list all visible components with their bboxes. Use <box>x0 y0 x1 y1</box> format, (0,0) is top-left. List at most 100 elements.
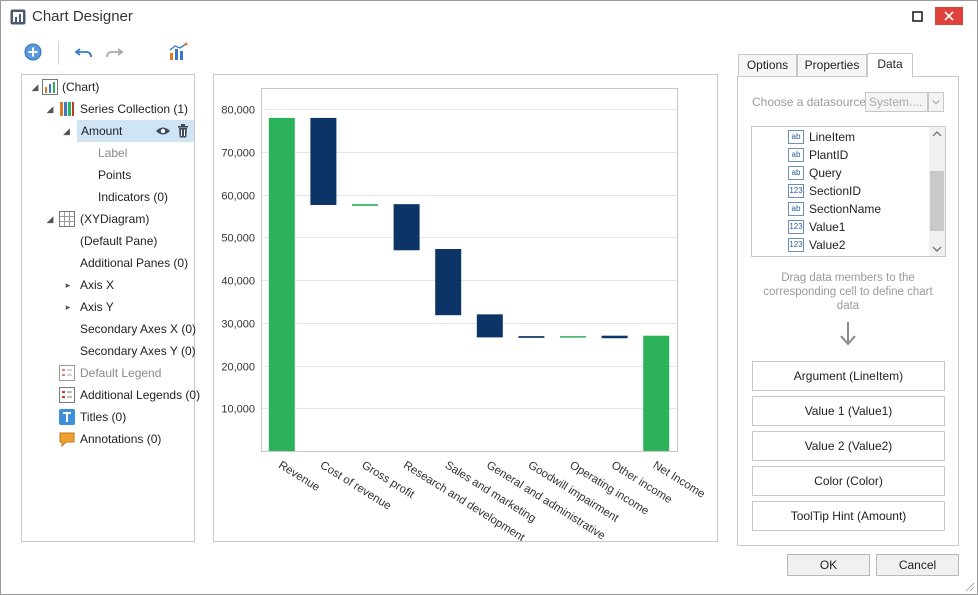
tree-item-label: (Chart) <box>62 80 100 94</box>
collapse-arrow-icon[interactable]: ◢ <box>31 82 39 92</box>
close-icon[interactable] <box>935 7 963 25</box>
tree-item-label: Axis X <box>80 278 115 292</box>
add-icon[interactable] <box>22 41 44 63</box>
waterfall-bar <box>352 204 378 206</box>
field-list-scrollbar[interactable] <box>929 127 945 256</box>
tree-item-label: Points <box>98 168 132 182</box>
waterfall-bar <box>560 336 586 338</box>
data-tab-panel: Choose a datasource: System.... ab LineIt… <box>737 76 959 546</box>
waterfall-chart: 10,000 20,000 30,000 40,000 50,000 60,000 70,0… <box>221 88 707 541</box>
datasource-select[interactable]: System.... <box>865 92 928 112</box>
tree-item-label: Default Legend <box>80 366 162 380</box>
tree-item-label: (XYDiagram) <box>80 212 150 226</box>
tree-item-additional-legends[interactable]: Additional Legends (0) <box>22 384 200 406</box>
value1-mapping-cell[interactable]: Value 1 (Value1) <box>752 396 945 426</box>
tree-item-secondary-axes-y[interactable]: Secondary Axes Y (0) <box>22 340 196 362</box>
chart-element-tree[interactable]: ◢ (Chart) ◢ Series Collection (1) Amount <box>21 74 200 542</box>
visibility-eye-icon[interactable] <box>155 125 171 137</box>
datasource-label: Choose a datasource: <box>752 95 870 109</box>
y-tick-label: 50,000 <box>221 233 255 245</box>
chart-preview[interactable]: 10,000 20,000 30,000 40,000 50,000 60,000 70,0… <box>213 74 718 542</box>
chart-wizard-icon[interactable] <box>167 41 189 63</box>
tree-item-additional-panes[interactable]: Additional Panes (0) <box>22 252 194 274</box>
field-name: LineItem <box>809 130 856 144</box>
waterfall-bar <box>310 117 337 206</box>
tree-item-indicators[interactable]: Indicators (0) <box>22 186 194 208</box>
legend-icon <box>59 387 75 403</box>
y-tick-label: 20,000 <box>221 362 255 374</box>
tab-properties[interactable]: Properties <box>797 54 867 77</box>
color-mapping-cell[interactable]: Color (Color) <box>752 466 945 496</box>
collapse-arrow-icon[interactable]: ◢ <box>46 104 54 114</box>
string-field-icon: ab <box>788 202 804 216</box>
tree-item-axis-y[interactable]: ▸ Axis Y <box>22 296 194 318</box>
plot-area <box>261 88 678 452</box>
tree-item-annotations[interactable]: Annotations (0) <box>22 428 194 450</box>
tree-item-label: Axis Y <box>80 300 114 314</box>
tree-item-default-pane[interactable]: (Default Pane) <box>22 230 194 252</box>
tree-item-label: Secondary Axes X (0) <box>80 322 197 336</box>
redo-icon[interactable] <box>103 41 125 63</box>
tab-data[interactable]: Data <box>867 53 913 78</box>
scrollbar-thumb[interactable] <box>930 171 944 231</box>
tab-options[interactable]: Options <box>738 54 797 77</box>
x-tick-label: Cost of revenue <box>318 459 393 512</box>
field-name: Query <box>809 166 842 180</box>
field-name: Value1 <box>809 220 846 234</box>
tree-item-label: Label <box>98 146 128 160</box>
delete-trash-icon[interactable] <box>177 124 189 138</box>
tree-item-amount[interactable]: Amount <box>77 120 194 142</box>
field-name: SectionName <box>809 202 882 216</box>
diagram-grid-icon <box>59 211 75 227</box>
annotation-icon <box>59 432 75 447</box>
tree-item-titles[interactable]: Titles (0) <box>22 406 194 428</box>
value2-mapping-cell[interactable]: Value 2 (Value2) <box>752 431 945 461</box>
series-collection-icon <box>60 102 74 116</box>
y-tick-label: 60,000 <box>221 191 255 203</box>
tree-item-xydiagram[interactable]: ◢ (XYDiagram) <box>22 208 194 230</box>
tree-item-label: Secondary Axes Y (0) <box>80 344 196 358</box>
datasource-field-list[interactable]: ab LineItem ab PlantID ab Query 123 SectionI… <box>751 126 946 257</box>
collapse-arrow-icon[interactable]: ◢ <box>46 214 54 224</box>
field-name: SectionID <box>809 184 862 198</box>
resize-grip-icon[interactable] <box>963 580 975 592</box>
string-field-icon: ab <box>788 166 804 180</box>
cancel-button[interactable]: Cancel <box>876 554 959 576</box>
tree-item-chart[interactable]: ◢ (Chart) <box>22 76 194 98</box>
chart-icon <box>42 79 58 95</box>
x-tick-label: Revenue <box>276 459 321 494</box>
undo-icon[interactable] <box>73 41 95 63</box>
tree-item-label: (Default Pane) <box>80 234 158 248</box>
tree-item-label: Annotations (0) <box>80 432 162 446</box>
waterfall-bar <box>393 204 420 251</box>
drag-hint-text: Drag data members to the corresponding c… <box>763 272 933 312</box>
tree-item-label-node[interactable]: Label <box>22 142 194 164</box>
chevron-down-icon[interactable] <box>928 92 944 112</box>
number-field-icon: 123 <box>788 184 804 198</box>
tree-item-label: Amount <box>81 124 123 138</box>
tree-item-points[interactable]: Points <box>22 164 194 186</box>
title-bar: Chart Designer <box>1 1 977 33</box>
arrow-down-icon <box>840 322 856 346</box>
tree-item-label: Titles (0) <box>80 410 127 424</box>
maximize-icon[interactable] <box>907 7 929 27</box>
argument-mapping-cell[interactable]: Argument (LineItem) <box>752 361 945 391</box>
tree-item-series-collection[interactable]: ◢ Series Collection (1) <box>22 98 194 120</box>
ok-button[interactable]: OK <box>787 554 870 576</box>
expand-arrow-icon[interactable]: ▸ <box>65 302 71 312</box>
waterfall-bar <box>268 117 295 452</box>
field-name: PlantID <box>809 148 849 162</box>
app-icon <box>10 9 26 25</box>
legend-icon <box>59 365 75 381</box>
tree-item-default-legend[interactable]: Default Legend <box>22 362 194 384</box>
tree-item-secondary-axes-x[interactable]: Secondary Axes X (0) <box>22 318 197 340</box>
toolbar-separator <box>58 41 59 65</box>
collapse-arrow-icon[interactable]: ◢ <box>63 126 70 136</box>
expand-arrow-icon[interactable]: ▸ <box>65 280 71 290</box>
waterfall-bar <box>643 335 670 451</box>
tree-item-axis-x[interactable]: ▸ Axis X <box>22 274 194 296</box>
tooltip-mapping-cell[interactable]: ToolTip Hint (Amount) <box>752 501 945 531</box>
chevron-up-icon[interactable] <box>929 127 945 141</box>
chevron-down-icon[interactable] <box>929 242 945 256</box>
